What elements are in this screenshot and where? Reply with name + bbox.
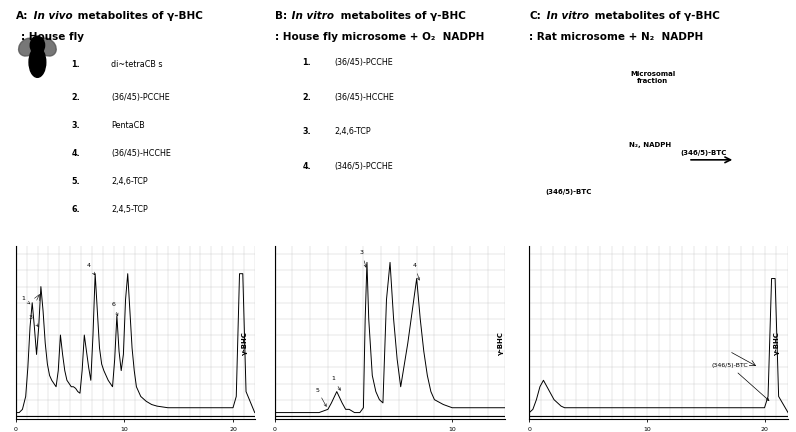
Text: (346/5)-BTC: (346/5)-BTC [545, 189, 591, 195]
Text: metabolites of γ-BHC: metabolites of γ-BHC [337, 11, 466, 21]
Ellipse shape [29, 47, 45, 77]
Ellipse shape [37, 38, 57, 56]
Text: : Rat microsome + N₂  NADPH: : Rat microsome + N₂ NADPH [529, 32, 704, 42]
Text: : House fly: : House fly [21, 32, 84, 42]
Text: A:: A: [16, 11, 29, 21]
Text: 3: 3 [29, 315, 38, 327]
Text: 3: 3 [360, 250, 366, 267]
Text: 6: 6 [111, 302, 118, 316]
Text: 3.: 3. [302, 127, 311, 136]
Text: (36/45)-HCCHE: (36/45)-HCCHE [111, 149, 171, 158]
Text: metabolites of γ-BHC: metabolites of γ-BHC [74, 11, 203, 21]
Text: 2,4,6-TCP: 2,4,6-TCP [111, 177, 148, 186]
Text: 4: 4 [413, 263, 419, 280]
Text: 1: 1 [21, 295, 30, 304]
Text: : House fly microsome + O₂  NADPH: : House fly microsome + O₂ NADPH [275, 32, 484, 42]
Text: 5.: 5. [72, 177, 80, 186]
Text: 1.: 1. [302, 58, 311, 67]
Text: Microsomal
fraction: Microsomal fraction [630, 71, 675, 84]
Text: C:: C: [529, 11, 541, 21]
Text: PentaCB: PentaCB [111, 121, 145, 130]
Text: 2,4,5-TCP: 2,4,5-TCP [111, 205, 148, 214]
Ellipse shape [18, 38, 37, 56]
Text: 2.: 2. [72, 93, 80, 102]
Text: 2,4,6-TCP: 2,4,6-TCP [334, 127, 371, 136]
Text: (36/45)-PCCHE: (36/45)-PCCHE [334, 58, 393, 67]
Text: di~tetraCB s: di~tetraCB s [111, 60, 163, 69]
Text: 6.: 6. [72, 205, 80, 214]
Text: (36/45)-HCCHE: (36/45)-HCCHE [334, 93, 394, 102]
Text: 1: 1 [331, 376, 341, 390]
Text: 4.: 4. [302, 162, 311, 171]
Text: γ-BHC: γ-BHC [242, 331, 248, 355]
Text: γ-BHC: γ-BHC [774, 331, 780, 355]
Text: In vitro: In vitro [288, 11, 334, 21]
Text: 4.: 4. [72, 149, 80, 158]
Text: In vitro: In vitro [543, 11, 589, 21]
Text: 3.: 3. [72, 121, 80, 130]
Text: 4: 4 [87, 263, 95, 275]
Text: B:: B: [275, 11, 287, 21]
Text: (346/5)-BTC: (346/5)-BTC [681, 150, 727, 156]
Text: 1.: 1. [72, 60, 80, 69]
Text: γ-BHC: γ-BHC [498, 331, 505, 355]
Text: 5: 5 [315, 388, 326, 407]
Text: (346/5)-BTC: (346/5)-BTC [712, 363, 769, 400]
Text: 2.: 2. [302, 93, 311, 102]
Circle shape [30, 36, 45, 54]
Text: (346/5)-PCCHE: (346/5)-PCCHE [334, 162, 393, 171]
Text: (36/45)-PCCHE: (36/45)-PCCHE [111, 93, 170, 102]
Text: N₂, NADPH: N₂, NADPH [629, 142, 671, 148]
Text: metabolites of γ-BHC: metabolites of γ-BHC [591, 11, 720, 21]
Text: In vivo: In vivo [30, 11, 73, 21]
